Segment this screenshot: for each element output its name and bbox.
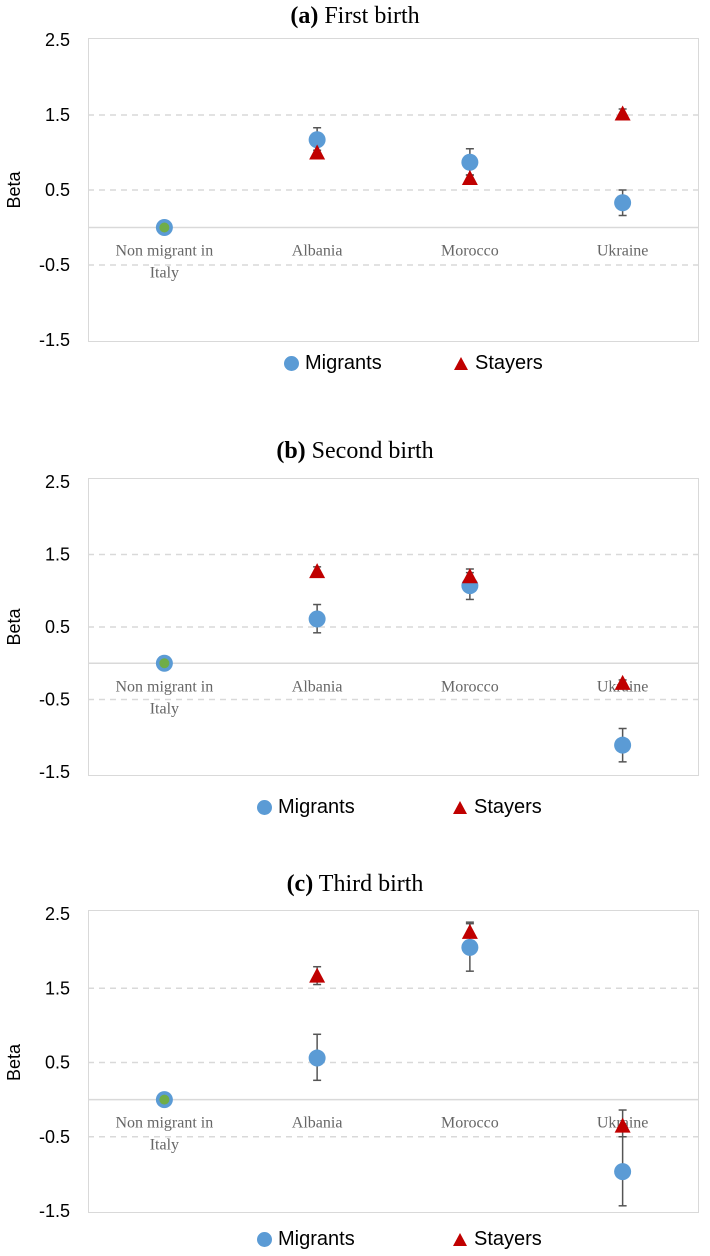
- legend-stayers: Stayers: [453, 1228, 542, 1251]
- panel-title-text: Third birth: [318, 871, 424, 897]
- migrants-marker-icon: [257, 1232, 272, 1247]
- migrants-point: [614, 194, 632, 212]
- panel-title-text: Second birth: [311, 438, 434, 464]
- stayers-point: [309, 967, 326, 983]
- legend-migrants: Migrants: [257, 796, 355, 819]
- panel-second-birth: (b) Second birth 2.5 1.5 0.5 -0.5 -1.5 Beta No…: [0, 437, 710, 822]
- legend-label: Stayers: [474, 796, 542, 818]
- migrants-point: [461, 153, 479, 171]
- y-tick-label: -0.5: [39, 255, 70, 275]
- x-category-label: Non migrant in Italy: [115, 243, 213, 282]
- y-tick-label: 0.5: [45, 617, 70, 637]
- x-category-label: Morocco: [441, 243, 499, 260]
- panel-letter: (b): [276, 438, 306, 464]
- x-category-label: Morocco: [441, 678, 499, 695]
- x-category-label-line: Morocco: [441, 678, 499, 695]
- chart-first-birth: 2.5 1.5 0.5 -0.5 -1.5 Beta Non migrant in Italy…: [4, 30, 699, 350]
- legend: Migrants Stayers: [0, 796, 710, 822]
- legend-label: Migrants: [278, 1228, 355, 1250]
- x-category-label-line: Non migrant in: [115, 1115, 213, 1132]
- x-category-label-line: Italy: [150, 700, 179, 717]
- legend-migrants: Migrants: [257, 1228, 355, 1251]
- stayers-point: [309, 144, 326, 160]
- x-category-label-line: Morocco: [441, 243, 499, 260]
- reference-point-center: [159, 658, 170, 669]
- stayers-marker-icon: [454, 357, 468, 370]
- legend-label: Migrants: [278, 796, 355, 818]
- x-category-label-line: Ukraine: [597, 243, 649, 260]
- x-category-label-line: Italy: [150, 1137, 179, 1154]
- x-category-label-line: Non migrant in: [115, 678, 213, 695]
- panel-title: (b) Second birth: [0, 437, 710, 465]
- y-tick-label: 2.5: [45, 904, 70, 924]
- y-tick-label: -0.5: [39, 690, 70, 710]
- legend-migrants: Migrants: [284, 352, 382, 375]
- panel-title: (c) Third birth: [0, 870, 710, 898]
- y-tick-label: 1.5: [45, 105, 70, 125]
- legend: Migrants Stayers: [0, 1228, 710, 1254]
- y-tick-label: -1.5: [39, 330, 70, 350]
- x-category-label: Ukraine: [597, 243, 649, 260]
- x-category-label: Morocco: [441, 1115, 499, 1132]
- legend-stayers: Stayers: [453, 796, 542, 819]
- x-category-label-line: Italy: [150, 265, 179, 282]
- migrants-point: [308, 131, 326, 149]
- plot-area-frame: [88, 910, 699, 1213]
- x-category-label: Albania: [292, 678, 343, 695]
- stayers-point: [614, 674, 631, 690]
- legend-label: Stayers: [474, 1228, 542, 1250]
- y-tick-label: 2.5: [45, 30, 70, 50]
- x-category-label: Non migrant in Italy: [115, 1115, 213, 1154]
- x-category-label: Albania: [292, 1115, 343, 1132]
- x-category-label-line: Albania: [292, 243, 343, 260]
- panel-letter: (c): [286, 871, 314, 897]
- stayers-point: [461, 568, 478, 584]
- stayers-point: [309, 563, 326, 579]
- y-tick-label: 0.5: [45, 180, 70, 200]
- panel-letter: (a): [290, 3, 319, 29]
- reference-point-center: [159, 222, 170, 233]
- legend: Migrants Stayers: [0, 352, 710, 378]
- y-axis-label: Beta: [4, 607, 24, 645]
- panel-title: (a) First birth: [0, 2, 710, 30]
- x-category-label-line: Non migrant in: [115, 243, 213, 260]
- panel-first-birth: (a) First birth 2.5 1.5 0.5 -0.5 -1.5 Beta Non…: [0, 0, 710, 390]
- migrants-marker-icon: [257, 800, 272, 815]
- y-tick-label: 0.5: [45, 1053, 70, 1073]
- panel-title-text: First birth: [324, 3, 420, 29]
- stayers-point: [614, 1117, 631, 1133]
- migrants-point: [308, 1049, 326, 1067]
- stayers-point: [614, 105, 631, 121]
- y-tick-label: -1.5: [39, 762, 70, 782]
- y-tick-label: 2.5: [45, 472, 70, 492]
- y-tick-label: -0.5: [39, 1127, 70, 1147]
- x-category-label: Albania: [292, 243, 343, 260]
- legend-label: Migrants: [305, 352, 382, 374]
- reference-point-center: [159, 1094, 170, 1105]
- y-tick-label: -1.5: [39, 1201, 70, 1221]
- migrants-marker-icon: [284, 356, 299, 371]
- y-tick-label: 1.5: [45, 978, 70, 998]
- y-tick-label: 1.5: [45, 545, 70, 565]
- chart-second-birth: 2.5 1.5 0.5 -0.5 -1.5 Beta Non migrant in Italy…: [4, 472, 699, 782]
- x-category-label-line: Albania: [292, 678, 343, 695]
- migrants-point: [614, 736, 632, 754]
- x-category-label-line: Albania: [292, 1115, 343, 1132]
- x-category-label: Non migrant in Italy: [115, 678, 213, 717]
- migrants-point: [308, 610, 326, 628]
- migrants-point: [461, 938, 479, 956]
- x-category-label-line: Morocco: [441, 1115, 499, 1132]
- legend-label: Stayers: [475, 352, 543, 374]
- stayers-marker-icon: [453, 801, 467, 814]
- stayers-point: [461, 170, 478, 185]
- stayers-marker-icon: [453, 1233, 467, 1246]
- legend-stayers: Stayers: [454, 352, 543, 375]
- y-axis-label: Beta: [4, 1043, 24, 1081]
- stayers-point: [461, 923, 478, 939]
- y-axis-label: Beta: [4, 170, 24, 208]
- migrants-point: [614, 1163, 632, 1181]
